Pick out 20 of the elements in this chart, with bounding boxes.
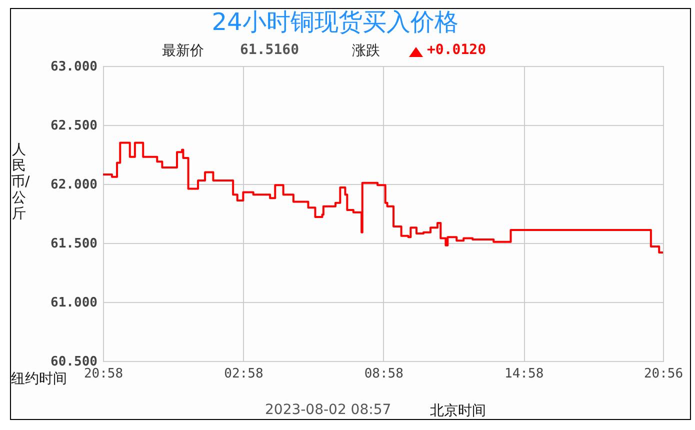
x-tick-label: 20:56 <box>644 366 684 382</box>
x-tick-label: 08:58 <box>364 366 404 382</box>
y-tick-label: 62.000 <box>50 178 98 192</box>
x-axis-title: 纽约时间 <box>11 370 67 388</box>
x-tick-label: 02:58 <box>224 366 264 382</box>
text: 北京时间 <box>430 402 486 420</box>
y-axis-title: 人民币/公斤 <box>11 142 30 222</box>
y-tick-label: 60.500 <box>50 354 98 370</box>
text: 涨跌 <box>352 42 380 60</box>
text: 61.5160 <box>240 42 300 58</box>
y-tick-label: 61.500 <box>50 236 98 252</box>
text: 最新价 <box>162 42 204 60</box>
y-tick-label: 62.500 <box>50 118 98 134</box>
x-tick-label: 20:58 <box>84 366 124 382</box>
y-tick-label: 63.000 <box>50 60 98 74</box>
text: +0.0120 <box>427 42 486 58</box>
x-tick-label: 14:58 <box>504 366 544 382</box>
text: 2023-08-02 08:57 <box>265 402 392 418</box>
chart-title: 24小时铜现货买入价格 <box>212 7 458 38</box>
y-tick-label: 61.000 <box>50 296 98 310</box>
